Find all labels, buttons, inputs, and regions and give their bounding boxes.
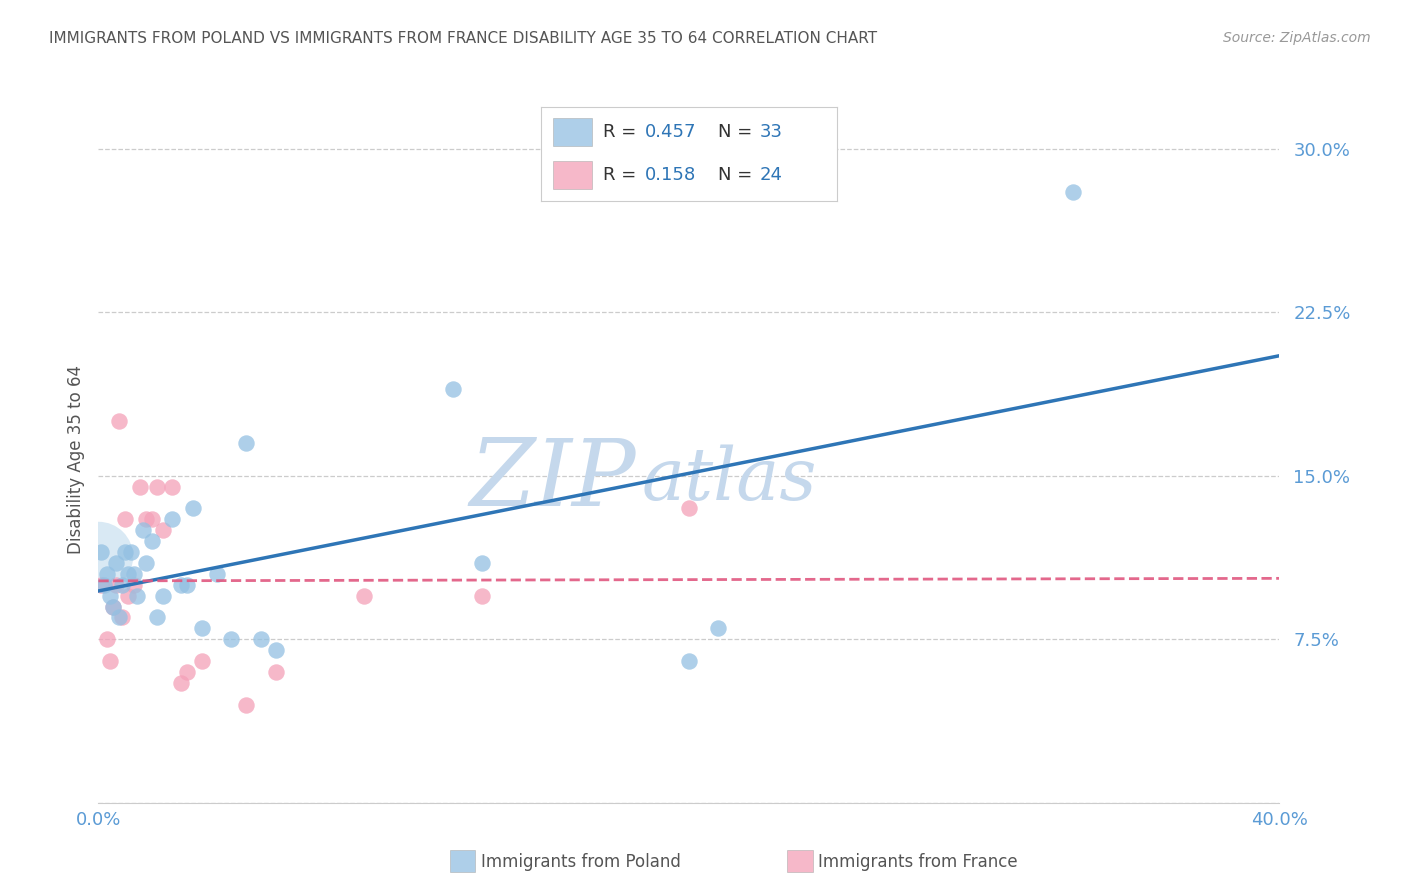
Bar [553,119,592,146]
Point [678,501,700,516]
Y-axis label: Disability Age 35 to 64: Disability Age 35 to 64 [66,365,84,554]
Point [111,610,134,624]
Point [117,566,139,581]
Point [105,578,128,592]
Point [103,599,125,614]
Point [132,523,155,537]
Point [707,621,730,635]
Text: R =: R = [603,123,643,141]
Point [128,480,150,494]
Point [219,632,242,647]
Text: 24: 24 [759,167,783,185]
Text: 0.158: 0.158 [645,167,696,185]
Text: 0.457: 0.457 [645,123,696,141]
Text: atlas: atlas [641,445,817,516]
Point [135,512,157,526]
Point [135,556,157,570]
Text: IMMIGRANTS FROM POLAND VS IMMIGRANTS FROM FRANCE DISABILITY AGE 35 TO 64 CORRELA: IMMIGRANTS FROM POLAND VS IMMIGRANTS FRO… [49,31,877,46]
Point [191,654,214,668]
Text: N =: N = [718,167,758,185]
Point [264,665,287,679]
Point [108,414,131,428]
Point [152,589,174,603]
Point [122,566,145,581]
Point [117,589,139,603]
Point [114,545,136,559]
Point [1062,186,1084,200]
Point [441,382,464,396]
Point [93,578,115,592]
Point [96,566,118,581]
Point [125,589,148,603]
Text: ZIP: ZIP [470,435,636,525]
Point [235,698,257,712]
Text: Source: ZipAtlas.com: Source: ZipAtlas.com [1223,31,1371,45]
Point [141,512,163,526]
Point [162,480,183,494]
Point [96,632,118,647]
Point [162,512,183,526]
Point [170,578,193,592]
Text: Immigrants from Poland: Immigrants from Poland [481,853,681,871]
Text: 33: 33 [759,123,783,141]
Point [108,610,131,624]
Point [181,501,204,516]
Point [114,512,136,526]
Point [120,545,142,559]
Point [98,654,121,668]
Point [90,578,112,592]
Point [146,480,169,494]
Point [146,610,169,624]
Point [176,578,198,592]
Point [205,566,228,581]
Point [471,556,494,570]
Point [250,632,273,647]
Point [191,621,214,635]
Point [87,549,110,564]
Point [122,578,145,592]
Point [111,578,134,592]
Text: N =: N = [718,123,758,141]
Point [678,654,700,668]
Point [471,589,494,603]
Point [105,556,128,570]
Bar [553,161,592,189]
Point [235,436,257,450]
Point [176,665,198,679]
Text: R =: R = [603,167,643,185]
Point [264,643,287,657]
Point [353,589,375,603]
Text: Immigrants from France: Immigrants from France [818,853,1018,871]
Point [152,523,174,537]
Point [170,676,193,690]
Point [90,545,112,559]
Point [103,599,125,614]
Point [141,534,163,549]
Point [98,589,121,603]
